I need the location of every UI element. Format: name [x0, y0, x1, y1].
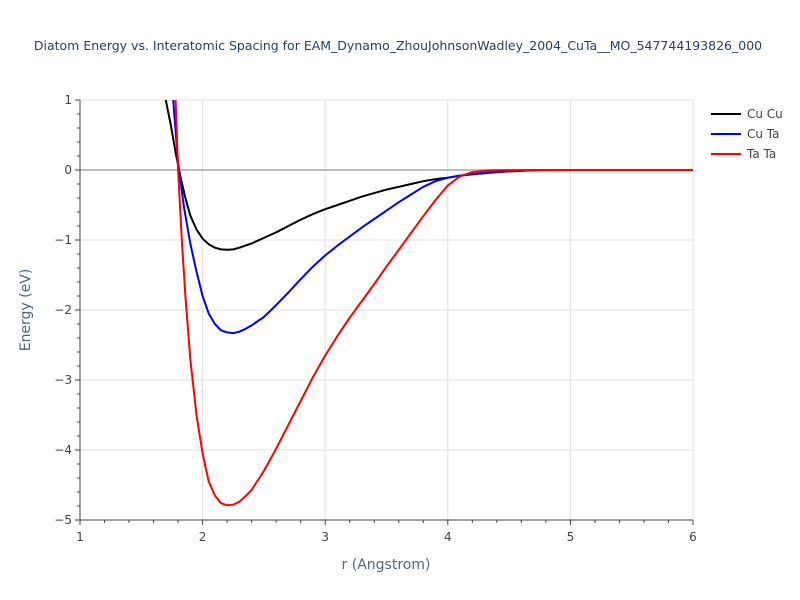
- x-tick-label: 6: [689, 530, 697, 544]
- y-tick-label: −5: [54, 513, 72, 527]
- x-tick-label: 5: [567, 530, 575, 544]
- series-lines: [164, 100, 693, 507]
- y-tick-label: 0: [64, 163, 72, 177]
- legend-item-cu-ta[interactable]: Cu Ta: [711, 127, 780, 141]
- legend-item-cu-cu[interactable]: Cu Cu: [711, 107, 783, 121]
- y-tick-label: −2: [54, 303, 72, 317]
- y-tick-label: −4: [54, 443, 72, 457]
- y-tick-label: −1: [54, 233, 72, 247]
- series-line-cu-cu: [164, 100, 693, 251]
- x-tick-label: 1: [76, 530, 84, 544]
- grid: [80, 99, 694, 520]
- y-tick-label: −3: [54, 373, 72, 387]
- series-line-cu-ta: [172, 100, 693, 335]
- legend-label: Ta Ta: [746, 147, 776, 161]
- legend[interactable]: Cu Cu Cu Ta Ta Ta: [711, 107, 783, 161]
- legend-label: Cu Cu: [747, 107, 783, 121]
- chart-title: Diatom Energy vs. Interatomic Spacing fo…: [34, 38, 762, 53]
- y-tick-label: 1: [64, 93, 72, 107]
- y-axis-title: Energy (eV): [18, 269, 34, 352]
- y-tick-labels: 1 0 −1 −2 −3 −4 −5: [54, 93, 72, 527]
- x-tick-labels: 1 2 3 4 5 6: [76, 530, 697, 544]
- x-tick-label: 3: [321, 530, 329, 544]
- x-tick-label: 2: [199, 530, 207, 544]
- x-tick-label: 4: [444, 530, 452, 544]
- legend-label: Cu Ta: [747, 127, 780, 141]
- series-line-ta-ta: [174, 100, 693, 507]
- legend-item-ta-ta[interactable]: Ta Ta: [711, 147, 776, 161]
- x-axis-title: r (Angstrom): [342, 557, 431, 573]
- axes: [75, 99, 694, 525]
